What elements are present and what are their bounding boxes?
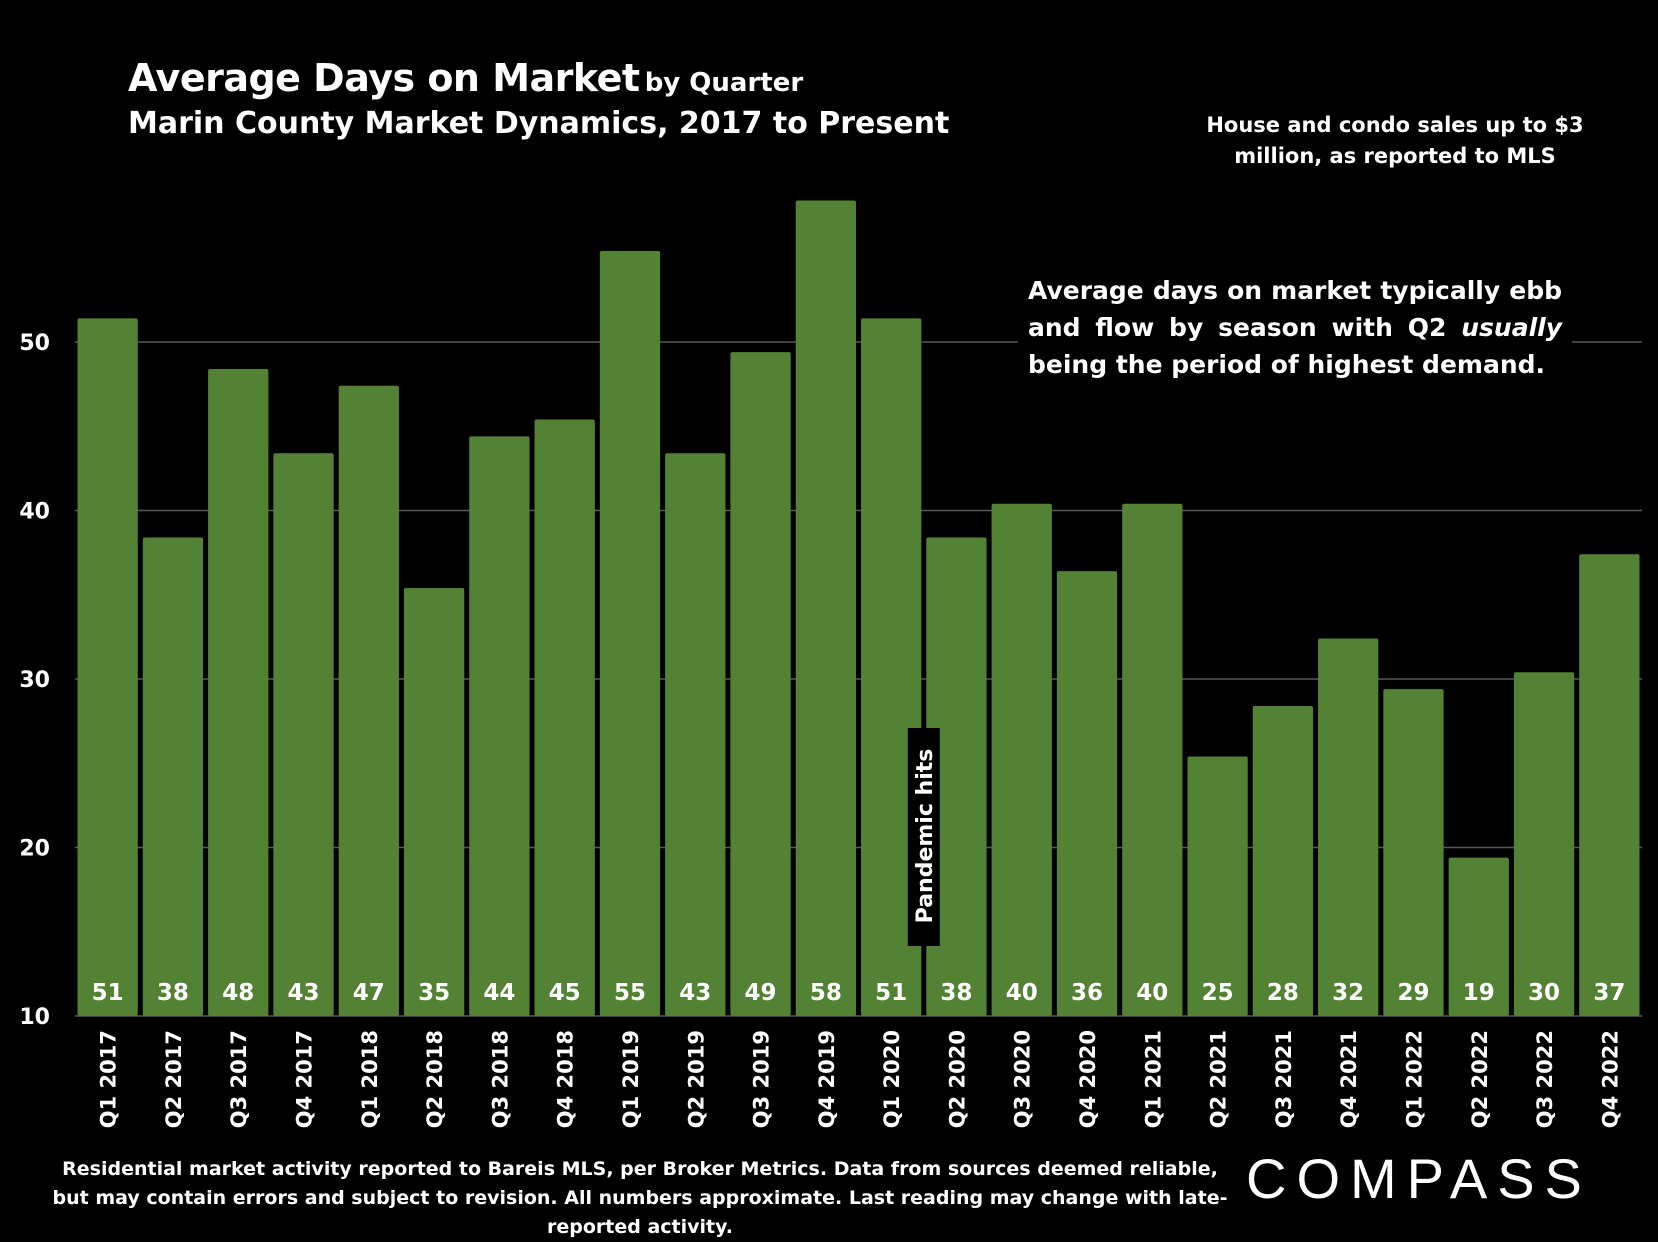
- bar: [338, 385, 399, 1016]
- bar: [795, 200, 856, 1016]
- bar: [665, 453, 726, 1017]
- data-label: 45: [549, 980, 581, 1006]
- bar: [1252, 705, 1314, 1016]
- x-tick-label: Q4 2022: [1598, 1030, 1622, 1128]
- x-tick-label: Q2 2020: [945, 1030, 969, 1128]
- y-tick-label: 40: [19, 500, 50, 525]
- data-label: 40: [1006, 980, 1038, 1006]
- annotation-text: Average days on market typically ebb and…: [1018, 272, 1572, 383]
- bar: [208, 368, 269, 1017]
- bar: [1122, 503, 1183, 1016]
- annotation-pandemic-hits: Pandemic hits: [913, 749, 938, 924]
- x-tick-label: Q1 2020: [880, 1030, 904, 1128]
- data-label: 55: [614, 980, 646, 1006]
- scope-note: House and condo sales up to $3 million, …: [1206, 113, 1584, 168]
- x-tick-label: Q2 2017: [162, 1030, 186, 1128]
- y-tick-label: 20: [19, 837, 50, 862]
- x-tick-label: Q3 2018: [488, 1030, 512, 1128]
- data-label: 30: [1528, 980, 1560, 1006]
- annotation-backdrop: [907, 728, 940, 946]
- data-label: 51: [92, 980, 124, 1006]
- bar: [1383, 689, 1444, 1016]
- bar: [599, 251, 661, 1016]
- bars: 51 38 48 43 47 35 44 45 55 43 49 58 51 38 40 36 40 25 28 32…: [77, 200, 1640, 1017]
- y-axis-ticks: 10 20 30 40 50: [19, 331, 50, 1030]
- data-label: 49: [745, 980, 777, 1006]
- annotation-text-before: Average days on market typically ebb and…: [1028, 276, 1562, 342]
- bar: [1513, 672, 1575, 1016]
- bar: [469, 436, 530, 1016]
- bar: [142, 537, 204, 1016]
- compass-logo: COMPASS: [1246, 1147, 1592, 1210]
- x-tick-label: Q4 2020: [1076, 1030, 1100, 1128]
- data-label: 37: [1593, 980, 1625, 1006]
- bar: [926, 537, 987, 1016]
- data-label: 47: [353, 980, 385, 1006]
- x-tick-label: Q1 2022: [1402, 1030, 1426, 1128]
- annotation-text-emphasis: usually: [1461, 313, 1562, 342]
- data-label: 48: [222, 980, 254, 1006]
- data-label: 38: [940, 980, 972, 1006]
- data-label: 43: [679, 980, 711, 1006]
- bar: [991, 503, 1052, 1016]
- bar: [1448, 857, 1509, 1016]
- x-tick-label: Q4 2018: [554, 1030, 578, 1128]
- x-tick-label: Q4 2019: [815, 1030, 839, 1128]
- x-tick-label: Q1 2019: [619, 1030, 643, 1128]
- data-label: 35: [418, 980, 450, 1006]
- bar: [1318, 638, 1379, 1016]
- bar: [1056, 571, 1118, 1016]
- x-tick-label: Q2 2018: [423, 1030, 447, 1128]
- x-tick-label: Q1 2021: [1141, 1030, 1165, 1128]
- bar: [273, 453, 334, 1017]
- data-label: 19: [1463, 980, 1495, 1006]
- data-label: 58: [810, 980, 842, 1006]
- x-tick-label: Q1 2017: [97, 1030, 121, 1128]
- x-tick-label: Q2 2019: [684, 1030, 708, 1128]
- bar: [77, 318, 138, 1016]
- x-tick-label: Q4 2017: [293, 1030, 317, 1128]
- bar: [1579, 554, 1640, 1016]
- y-tick-label: 10: [19, 1005, 50, 1030]
- x-tick-label: Q3 2019: [750, 1030, 774, 1128]
- data-label: 38: [157, 980, 189, 1006]
- bar: [403, 588, 465, 1016]
- data-label: 43: [288, 980, 320, 1006]
- data-label: 25: [1202, 980, 1234, 1006]
- chart-title-suffix: by Quarter: [644, 68, 804, 98]
- chart-annotations: Pandemic hits: [907, 728, 940, 946]
- footnote: Residential market activity reported to …: [52, 1158, 1228, 1238]
- x-tick-label: Q2 2021: [1207, 1030, 1231, 1128]
- chart-title-main: Average Days on Market: [128, 56, 640, 100]
- bar: [861, 318, 922, 1016]
- x-tick-label: Q3 2020: [1011, 1030, 1035, 1128]
- bar: [1187, 756, 1248, 1016]
- y-tick-label: 30: [19, 668, 50, 693]
- x-tick-label: Q4 2021: [1337, 1030, 1361, 1128]
- chart-title: Average Days on Market by Quarter: [128, 56, 803, 100]
- data-label: 40: [1136, 980, 1168, 1006]
- annotation-text-after: being the period of highest demand.: [1028, 350, 1546, 379]
- bar: [730, 352, 791, 1016]
- bar: [534, 419, 595, 1016]
- data-label: 32: [1332, 980, 1364, 1006]
- x-tick-label: Q2 2022: [1468, 1030, 1492, 1128]
- x-tick-label: Q3 2022: [1533, 1030, 1557, 1128]
- gridlines: [75, 341, 1642, 1017]
- data-label: 51: [875, 980, 907, 1006]
- data-label: 29: [1397, 980, 1429, 1006]
- x-tick-label: Q1 2018: [358, 1030, 382, 1128]
- data-label: 36: [1071, 980, 1103, 1006]
- data-label: 44: [483, 980, 515, 1006]
- data-label: 28: [1267, 980, 1299, 1006]
- x-tick-label: Q3 2021: [1272, 1030, 1296, 1128]
- chart-subtitle: Marin County Market Dynamics, 2017 to Pr…: [128, 106, 950, 141]
- x-axis-ticks: Q1 2017 Q2 2017 Q3 2017 Q4 2017 Q1 2018 Q2 20…: [97, 1030, 1623, 1128]
- y-tick-label: 50: [19, 331, 50, 356]
- x-tick-label: Q3 2017: [227, 1030, 251, 1128]
